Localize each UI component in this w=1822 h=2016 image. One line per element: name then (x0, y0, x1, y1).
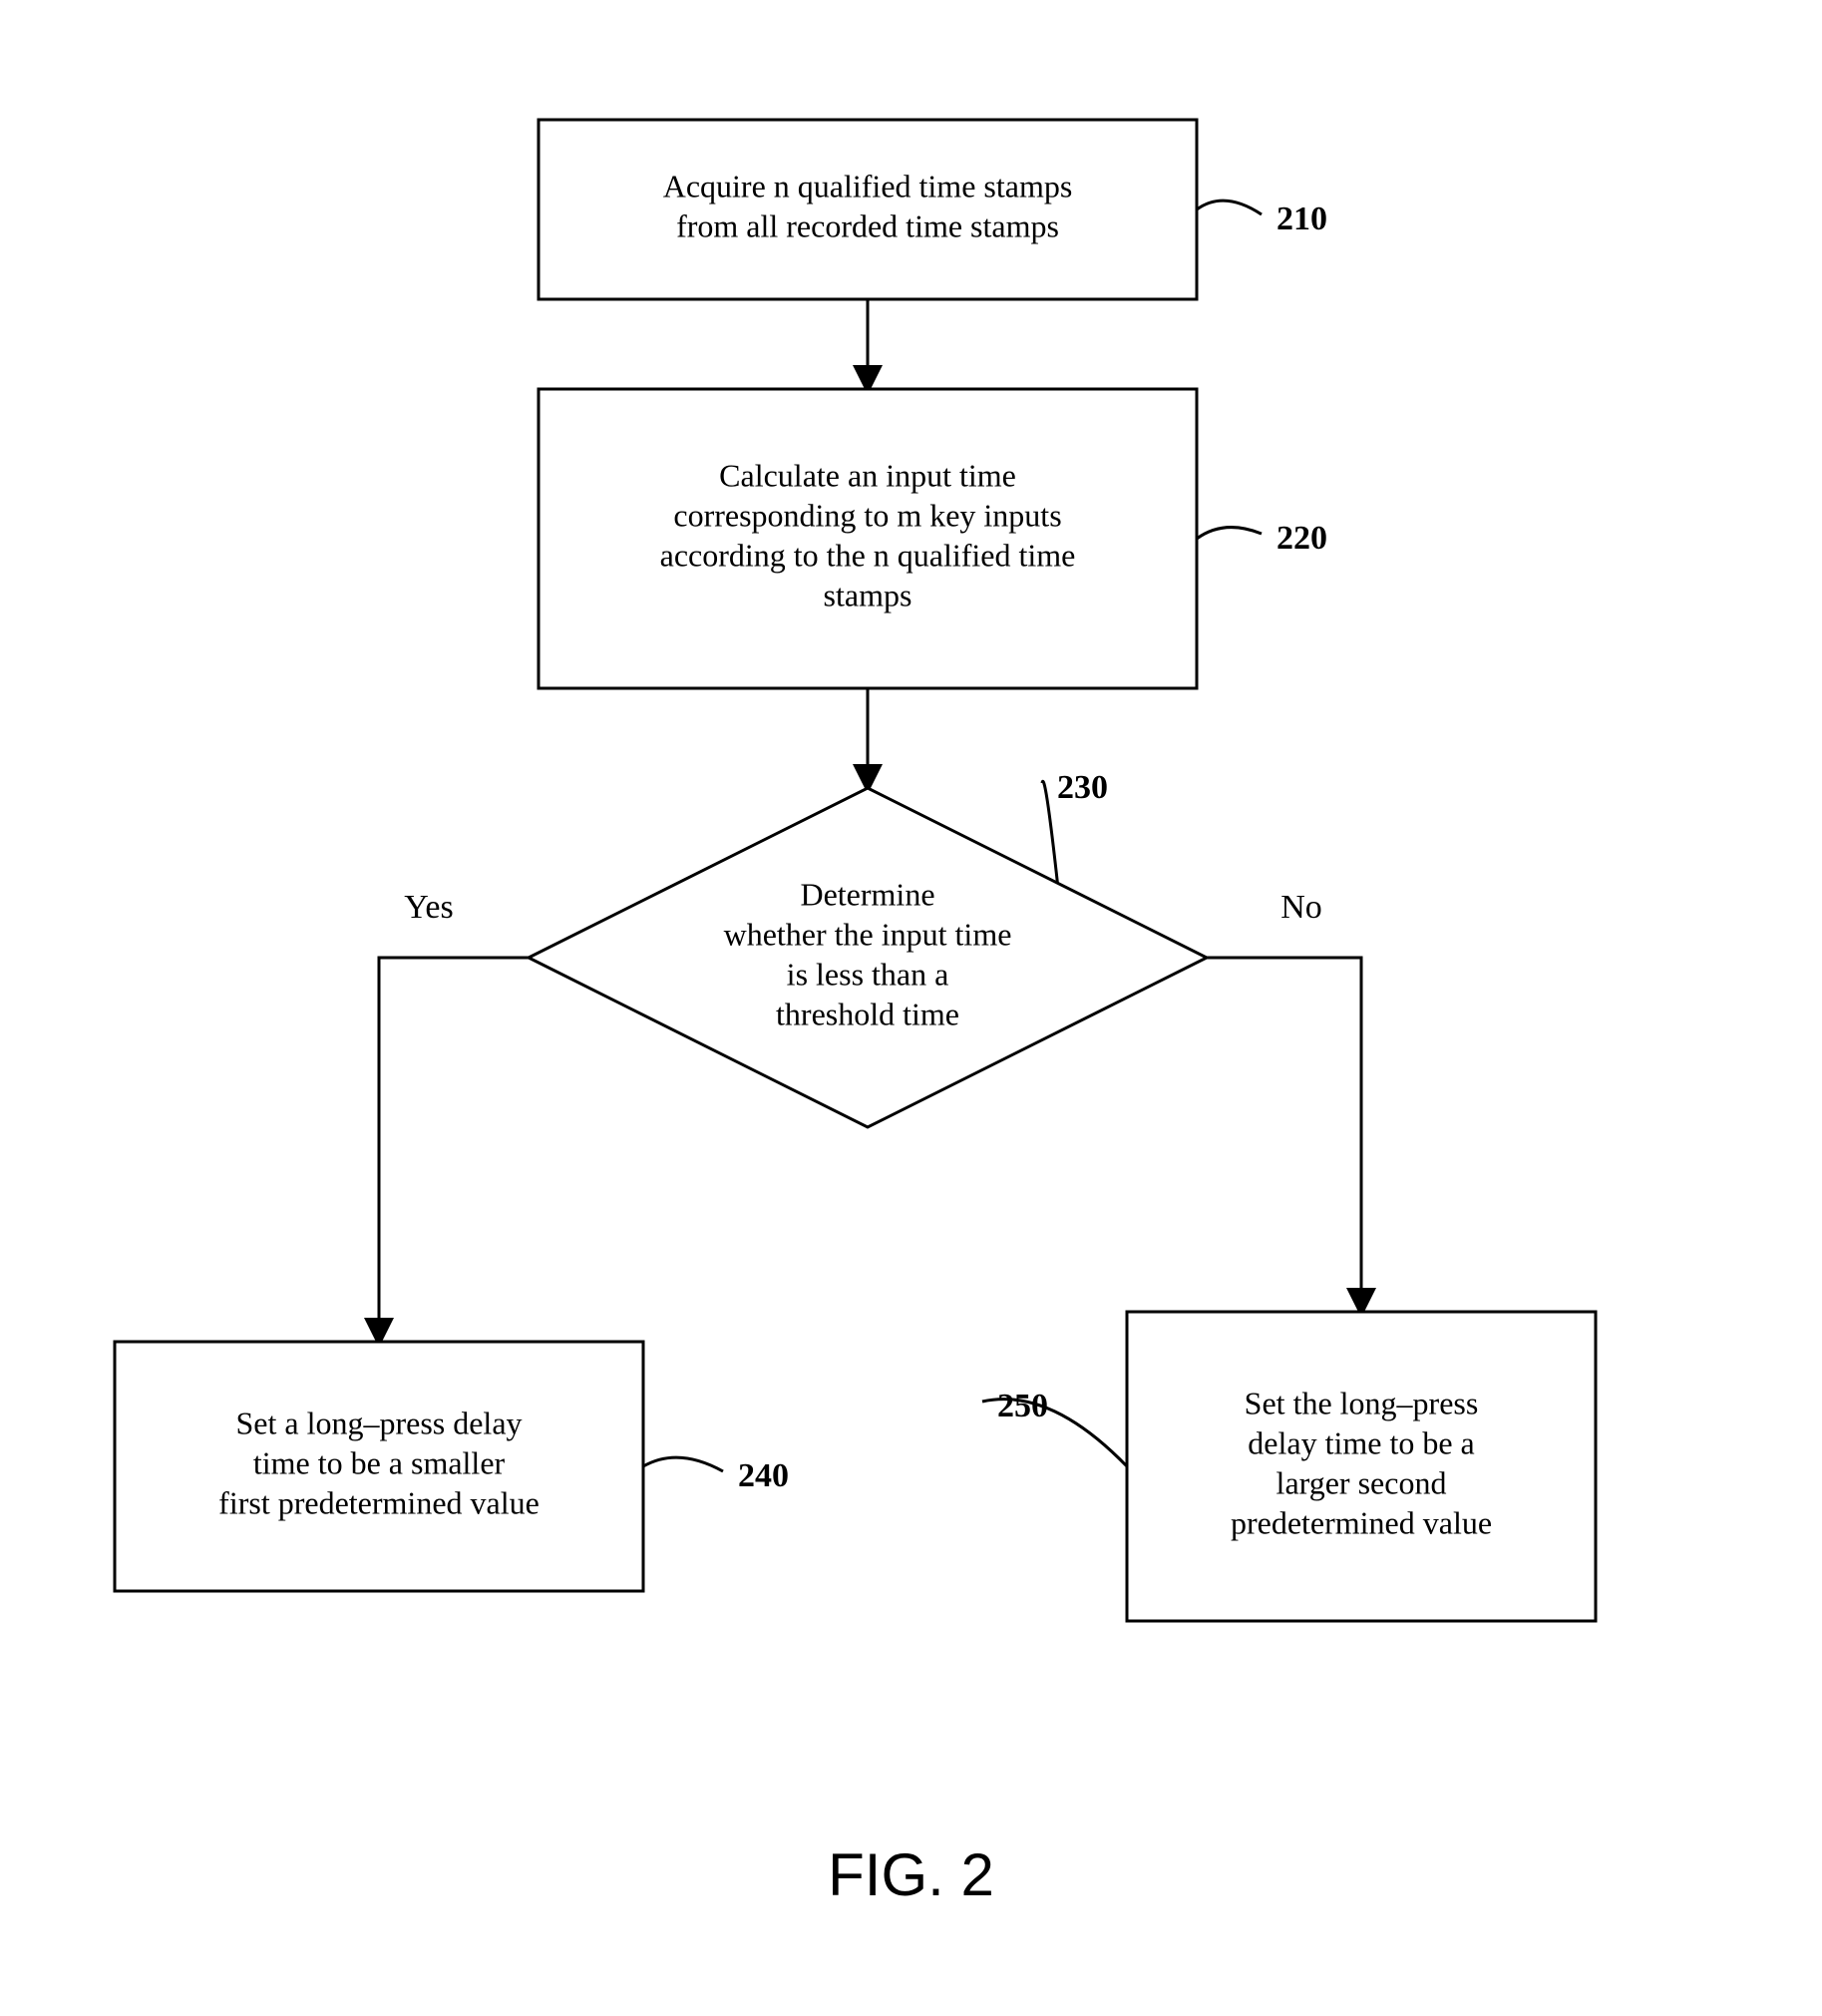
node-text-n250-line3: predetermined value (1231, 1504, 1492, 1540)
leader-n210 (1197, 201, 1262, 214)
node-text-n240-line1: time to be a smaller (253, 1444, 506, 1480)
node-label-n250: 250 (997, 1388, 1048, 1424)
node-n220: Calculate an input time corresponding to … (539, 389, 1327, 688)
node-text-n220-line0: Calculate an input time (719, 457, 1016, 493)
node-text-n230-line2: is less than a (787, 956, 949, 992)
node-text-n250-line1: delay time to be a (1248, 1424, 1474, 1460)
node-n240: Set a long–press delay time to be a small… (115, 1342, 789, 1591)
node-n210: Acquire n qualified time stamps from all … (539, 120, 1327, 299)
node-text-n240-line2: first predetermined value (218, 1484, 540, 1520)
node-text-n250-line2: larger second (1276, 1464, 1447, 1500)
node-text-n220-line3: stamps (824, 577, 912, 612)
node-label-n230: 230 (1057, 769, 1108, 806)
leader-n240 (643, 1457, 723, 1471)
node-text-n220-line2: according to the n qualified time (660, 537, 1076, 573)
node-n250: Set the long–press delay time to be a larg… (982, 1312, 1596, 1621)
node-text-n230-line0: Determine (800, 876, 934, 912)
node-label-n210: 210 (1276, 201, 1327, 237)
figure-caption: FIG. 2 (828, 1841, 994, 1908)
edge-n230-n240 (379, 958, 529, 1342)
node-label-n220: 220 (1276, 520, 1327, 557)
node-text-n220-line1: corresponding to m key inputs (673, 497, 1061, 533)
node-n230: Determine whether the input time is less t… (529, 769, 1207, 1127)
node-label-n240: 240 (738, 1457, 789, 1494)
node-text-n240-line0: Set a long–press delay (235, 1405, 522, 1440)
node-text-n230-line3: threshold time (776, 996, 959, 1031)
edge-label-no: No (1280, 889, 1322, 926)
leader-n220 (1197, 528, 1262, 539)
node-text-n210-line1: from all recorded time stamps (676, 207, 1059, 243)
node-text-n250-line0: Set the long–press (1245, 1385, 1479, 1420)
node-text-n210-line0: Acquire n qualified time stamps (663, 168, 1073, 203)
node-text-n230-line1: whether the input time (724, 916, 1012, 952)
leader-n230 (1042, 781, 1057, 883)
edge-label-yes: Yes (404, 889, 453, 926)
edge-n230-n250 (1207, 958, 1361, 1312)
